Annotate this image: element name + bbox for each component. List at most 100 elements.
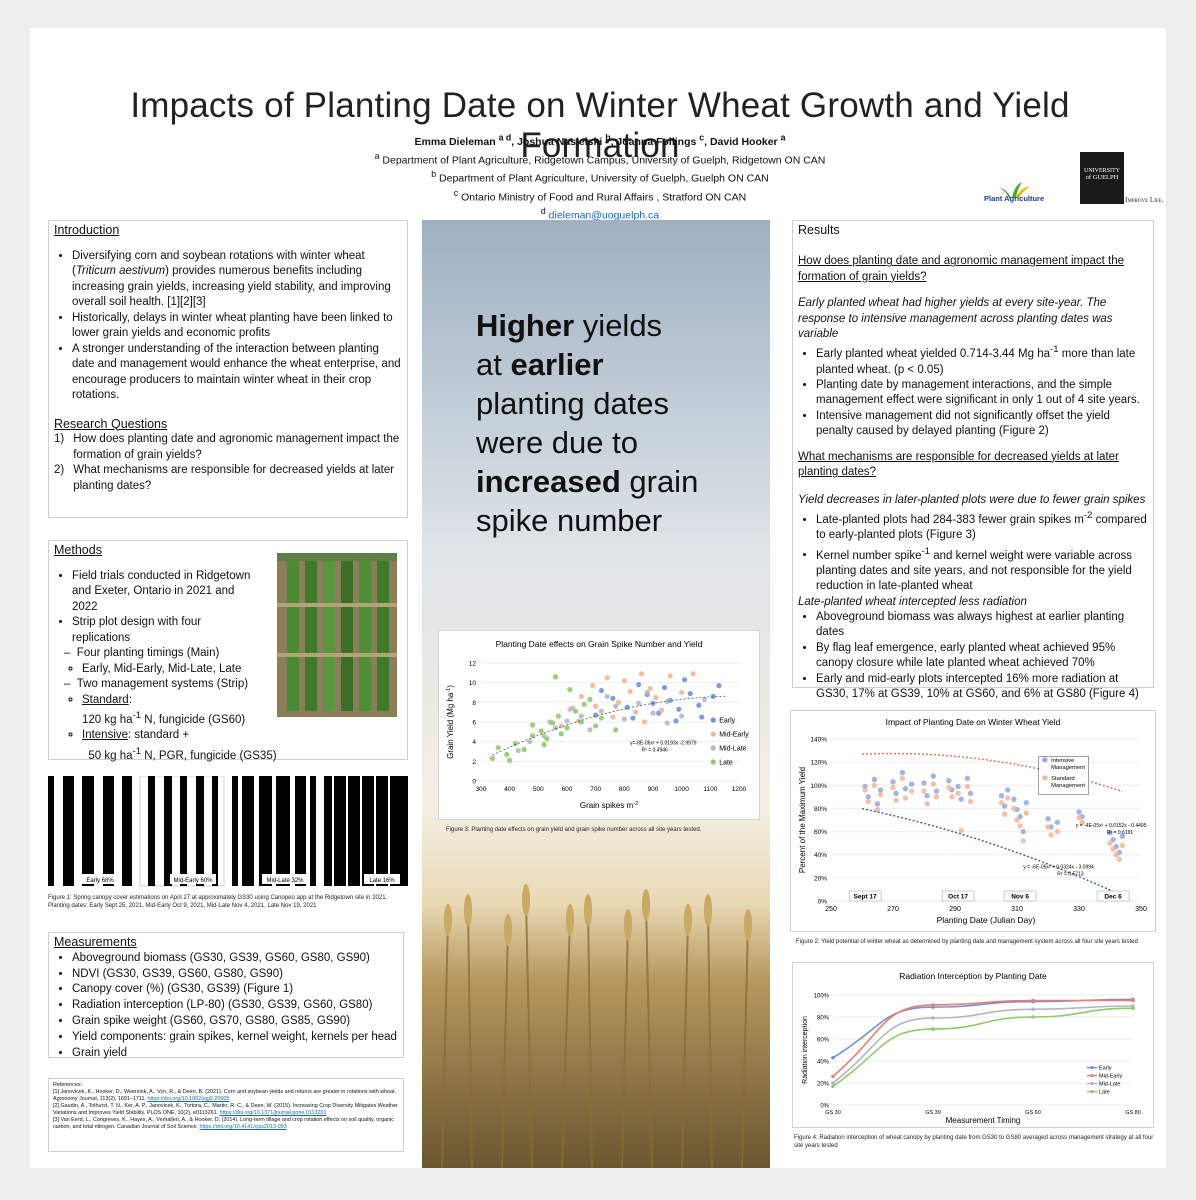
canopy-label-early: Early 68%: [86, 878, 114, 884]
data-point: [865, 794, 871, 800]
legend-label: Late: [1099, 1090, 1110, 1096]
series-marker: [931, 1027, 935, 1031]
y-tick-label: 60%: [814, 829, 827, 836]
methods-section: Methods Field trials conducted in Ridget…: [48, 540, 408, 762]
data-point: [946, 784, 952, 791]
intro-bullet-3: A stronger understanding of the interact…: [72, 342, 402, 404]
key-message: Higher yields at earlier planting dates …: [476, 306, 766, 540]
data-point: [902, 795, 909, 801]
data-point: [958, 796, 964, 802]
x-tick-label: 310: [1011, 906, 1023, 913]
methods-standard: Standard:120 kg ha-1 N, fungicide (GS60): [82, 693, 362, 729]
series-marker: [1031, 1015, 1035, 1019]
y-axis-label: Grain Yield (Mg ha-1): [446, 685, 455, 759]
legend-marker: [1090, 1082, 1094, 1086]
data-point: [874, 806, 881, 813]
methods-list: Field trials conducted in Ridgetown and …: [54, 569, 277, 765]
data-point-mid-late: [598, 708, 604, 714]
results-question-2: What mechanisms are responsible for decr…: [798, 450, 1119, 479]
x-tick-label: 250: [825, 906, 837, 913]
date-label-box: [1003, 890, 1037, 902]
data-point-late: [504, 751, 510, 758]
series-marker: [931, 1003, 935, 1007]
data-point-mid-late: [650, 710, 656, 716]
series-marker: [1131, 1006, 1135, 1010]
data-point: [921, 780, 927, 786]
data-point-mid-late: [587, 727, 593, 733]
y-tick-label: 0%: [818, 899, 828, 906]
data-point-mid-late: [564, 718, 570, 724]
data-point: [1110, 836, 1116, 843]
data-point: [1020, 828, 1026, 835]
data-point: [1014, 817, 1020, 823]
data-point: [877, 787, 884, 793]
data-point: [1116, 856, 1122, 863]
y-tick-label: 2: [472, 759, 476, 766]
results-bullet-1: Early planted wheat yielded 0.714-3.44 M…: [816, 342, 1148, 378]
data-point: [890, 779, 896, 785]
data-point: [908, 781, 915, 787]
data-point-late: [489, 755, 496, 761]
data-point: [1011, 796, 1017, 802]
references-heading: References:: [53, 1082, 83, 1088]
data-point: [1076, 814, 1082, 821]
data-point-late: [495, 744, 501, 751]
data-point-late: [558, 731, 564, 737]
key-message-line-5: increased grain: [476, 464, 699, 499]
email-link[interactable]: dieleman@uoguelph.ca: [548, 209, 660, 222]
reference-3: [3] Van Eerd, L., Congreves, K., Hayes, …: [53, 1117, 394, 1130]
data-point: [933, 788, 940, 794]
legend-marker: [1042, 775, 1048, 781]
reference-2: [2] Gaudin, A., Tolhurst, T. N., Ker, A.…: [53, 1103, 398, 1116]
legend-label: Management: [1051, 783, 1085, 789]
data-point-mid-early: [679, 689, 685, 696]
data-point-mid-early: [604, 675, 610, 681]
data-point-late: [598, 715, 604, 721]
y-tick-label: 100%: [814, 994, 830, 1000]
data-point: [930, 773, 936, 779]
data-point-late: [552, 674, 559, 680]
data-point: [1113, 852, 1119, 858]
data-point: [865, 798, 871, 805]
research-question-2: 2) What mechanisms are responsible for de…: [54, 464, 395, 492]
data-point-mid-late: [613, 703, 619, 709]
key-message-line-3: planting dates: [476, 386, 670, 421]
key-message-line-2: at earlier: [476, 347, 604, 382]
data-point-late: [512, 741, 518, 747]
data-point: [893, 790, 899, 797]
planting-date-yield-scatter: Impact of Planting Date on Winter Wheat …: [798, 717, 1147, 925]
chart-title: Planting Date effects on Grain Spike Num…: [496, 639, 703, 649]
legend-box: [1038, 756, 1089, 795]
y-tick-label: 0%: [820, 1104, 829, 1110]
plant-agriculture-logo: Plant Agriculture: [984, 180, 1074, 204]
trend-r2-intensive: R² = 0.6191: [1107, 830, 1133, 836]
data-point-mid-late: [515, 747, 521, 754]
data-point: [1023, 810, 1029, 816]
reference-1-link[interactable]: https://doi.org/10.1002/agj2.20605: [147, 1096, 230, 1102]
y-tick-label: 8: [472, 700, 476, 707]
legend-label: Management: [1051, 765, 1085, 771]
y-tick-label: 120%: [810, 760, 827, 767]
x-tick-label: 500: [533, 786, 544, 793]
data-point: [890, 784, 896, 791]
measurement-item: Grain spike weight (GS60, GS70, GS80, GS…: [72, 1014, 398, 1030]
canopy-label-late: Late 16%: [369, 878, 395, 884]
data-point: [1001, 811, 1008, 817]
date-label: Sept 17: [854, 894, 878, 901]
data-point: [1107, 840, 1113, 846]
trend-r2: R² = 0.4946: [642, 748, 668, 754]
data-point: [921, 788, 927, 794]
reference-3-link[interactable]: https://doi.org/10.4141/cjss2013-093: [199, 1124, 287, 1130]
data-point: [964, 783, 971, 790]
x-tick-label: 700: [590, 786, 601, 793]
reference-2-link[interactable]: https://doi.org/10.1371/journal.pone.011…: [219, 1110, 327, 1116]
data-point: [1017, 813, 1023, 820]
data-point-mid-early: [590, 683, 596, 689]
data-point: [862, 787, 868, 793]
data-point-early: [716, 683, 722, 689]
legend-marker: [710, 759, 716, 765]
series-line: [832, 999, 1133, 1078]
affiliation-c: c Ontario Ministry of Food and Rural Aff…: [453, 187, 747, 204]
x-tick-label: 350: [1135, 906, 1147, 913]
x-tick-label: 900: [648, 786, 659, 793]
